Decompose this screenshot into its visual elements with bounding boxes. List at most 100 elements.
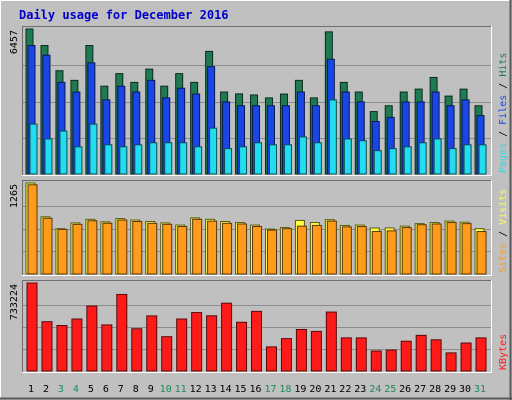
x-label-day-30: 30 <box>459 384 471 395</box>
bar-pages-day-29 <box>448 148 457 175</box>
bar-pages-day-8 <box>134 144 143 175</box>
bar-kbytes-day-26 <box>400 340 412 372</box>
bar-pages-day-12 <box>194 146 203 175</box>
bar-sites-day-31 <box>476 231 487 275</box>
bar-sites-day-7 <box>117 219 128 275</box>
bar-sites-day-18 <box>281 228 292 275</box>
bar-kbytes-day-18 <box>280 338 292 372</box>
x-label-day-31: 31 <box>474 384 486 395</box>
bar-sites-day-22 <box>341 226 352 275</box>
bar-kbytes-day-9 <box>146 315 158 372</box>
bar-pages-day-5 <box>89 123 98 175</box>
bar-pages-day-16 <box>254 142 263 175</box>
bar-pages-day-18 <box>283 144 292 175</box>
bar-sites-day-29 <box>446 222 457 275</box>
x-label-day-5: 5 <box>88 384 94 395</box>
bar-sites-day-12 <box>192 218 203 275</box>
bar-pages-day-30 <box>463 144 472 175</box>
x-label-day-22: 22 <box>339 384 351 395</box>
bar-pages-day-7 <box>119 146 128 175</box>
x-label-day-6: 6 <box>103 384 109 395</box>
bar-kbytes-day-30 <box>460 342 472 372</box>
legend-separator: / <box>498 77 509 95</box>
bar-sites-day-4 <box>72 223 83 275</box>
bar-kbytes-day-15 <box>236 321 248 372</box>
bar-kbytes-day-12 <box>191 312 203 372</box>
bar-pages-day-10 <box>164 142 173 175</box>
x-label-day-15: 15 <box>235 384 247 395</box>
y-max-label: 733224 <box>9 284 20 320</box>
x-label-day-14: 14 <box>220 384 232 395</box>
x-label-day-17: 17 <box>264 384 276 395</box>
bar-kbytes-day-19 <box>295 328 307 372</box>
bar-kbytes-day-3 <box>56 325 68 372</box>
legend-item-hits: Hits <box>498 53 509 77</box>
bar-sites-day-1 <box>27 184 38 275</box>
bar-pages-day-19 <box>298 136 307 175</box>
legend-hits-files-pages: Pages / Files / Hits <box>498 53 509 173</box>
bar-kbytes-day-2 <box>41 321 53 372</box>
bar-sites-day-15 <box>237 223 248 275</box>
bar-pages-day-9 <box>149 142 158 175</box>
legend-item-sites: Sites <box>498 243 509 273</box>
bar-kbytes-day-28 <box>430 339 442 372</box>
legend-separator: / <box>498 125 509 143</box>
x-label-day-16: 16 <box>249 384 261 395</box>
bar-sites-day-23 <box>356 226 367 275</box>
chart-title: Daily usage for December 2016 <box>19 8 229 22</box>
x-axis-labels: 1 2 3 4 5 6 7 8 9 10 11 12 13 14 15 16 17 18 19 20 21 22 23 24 2… <box>28 384 486 395</box>
bar-sites-day-21 <box>326 220 337 275</box>
bar-kbytes-day-20 <box>310 330 322 372</box>
bar-kbytes-day-4 <box>71 318 83 372</box>
bar-kbytes-day-27 <box>415 334 427 372</box>
bar-sites-day-8 <box>132 220 143 275</box>
x-label-day-7: 7 <box>118 384 124 395</box>
x-label-day-10: 10 <box>160 384 172 395</box>
x-label-day-25: 25 <box>384 384 396 395</box>
bar-sites-day-26 <box>401 227 412 275</box>
bar-pages-day-24 <box>373 150 382 175</box>
bar-sites-day-14 <box>222 222 233 275</box>
y-max-label: 6457 <box>9 30 20 54</box>
bar-sites-day-19 <box>296 225 307 275</box>
y-max-label: 1265 <box>9 184 20 208</box>
panel-hits-files-pages: 6457 Pages / Files / Hits <box>9 26 509 176</box>
x-label-day-1: 1 <box>28 384 34 395</box>
bar-kbytes-day-21 <box>325 311 337 372</box>
chart-panels: 6457 Pages / Files / Hits 1265 Sites / Visi… <box>9 26 509 373</box>
bar-sites-day-17 <box>266 229 277 275</box>
bar-sites-day-13 <box>207 220 218 275</box>
bar-kbytes-day-25 <box>385 349 397 372</box>
bar-pages-day-25 <box>388 148 397 175</box>
bar-kbytes-day-13 <box>206 315 218 372</box>
bar-kbytes-day-14 <box>221 302 233 372</box>
bar-kbytes-day-16 <box>251 310 263 372</box>
bar-sites-day-16 <box>252 226 263 275</box>
legend-item-visits: Visits <box>498 189 509 225</box>
bar-sites-day-3 <box>57 228 68 275</box>
legend-separator: / <box>498 225 509 243</box>
legend-item-kbytes: KBytes <box>498 334 509 370</box>
x-label-day-23: 23 <box>354 384 366 395</box>
x-label-day-19: 19 <box>294 384 306 395</box>
x-label-day-2: 2 <box>43 384 49 395</box>
bar-pages-day-14 <box>224 148 233 175</box>
bar-pages-day-23 <box>358 140 367 175</box>
panel-kbytes: 733224 KBytes <box>9 280 509 373</box>
bar-kbytes-day-29 <box>445 352 457 372</box>
bar-sites-day-24 <box>371 231 382 275</box>
x-label-day-27: 27 <box>414 384 426 395</box>
x-label-day-13: 13 <box>205 384 217 395</box>
bar-pages-day-2 <box>44 138 53 175</box>
bar-kbytes-day-7 <box>116 293 128 372</box>
bar-sites-day-9 <box>147 222 158 275</box>
bar-kbytes-day-5 <box>86 305 98 372</box>
bar-kbytes-day-23 <box>355 337 367 372</box>
bar-sites-day-28 <box>431 223 442 275</box>
x-label-day-9: 9 <box>148 384 154 395</box>
x-label-day-20: 20 <box>309 384 321 395</box>
bar-pages-day-28 <box>433 138 442 175</box>
x-label-day-8: 8 <box>133 384 139 395</box>
bar-sites-day-11 <box>177 226 188 275</box>
